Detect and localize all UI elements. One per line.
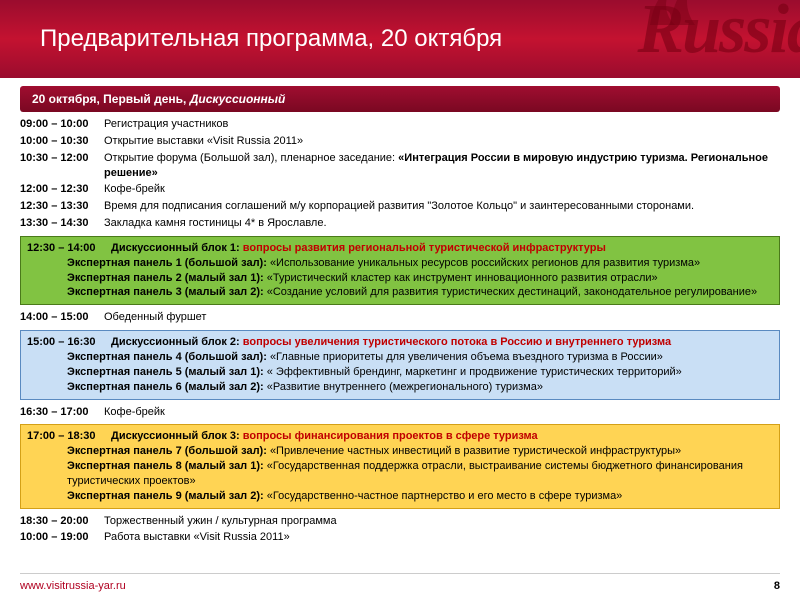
expert-panel: Экспертная панель 9 (малый зал 2): «Госу… <box>27 489 773 504</box>
expert-panel: Экспертная панель 6 (малый зал 2): «Разв… <box>27 380 773 395</box>
schedule-desc: Время для подписания соглашений м/у корп… <box>104 199 780 214</box>
flame-icon <box>640 0 700 25</box>
schedule-desc: Кофе-брейк <box>104 182 780 197</box>
schedule-content: 09:00 – 10:00Регистрация участников10:00… <box>0 116 800 546</box>
day-header-bar: 20 октября, Первый день, Дискуссионный <box>20 86 780 112</box>
page-number: 8 <box>774 580 780 592</box>
schedule-desc: Кофе-брейк <box>104 405 780 420</box>
block-title: Дискуссионный блок 3: <box>111 430 243 442</box>
schedule-row: 13:30 – 14:30Закладка камня гостиницы 4*… <box>20 215 780 232</box>
schedule-row: 14:00 – 15:00Обеденный фуршет <box>20 309 780 326</box>
slide-header: Russia Предварительная программа, 20 окт… <box>0 0 800 78</box>
schedule-time: 09:00 – 10:00 <box>20 117 104 132</box>
block-title: Дискуссионный блок 2: <box>111 336 243 348</box>
discussion-block-1: 12:30 – 14:00Дискуссионный блок 1: вопро… <box>20 236 780 305</box>
schedule-time: 10:00 – 10:30 <box>20 134 104 149</box>
schedule-time: 13:30 – 14:30 <box>20 216 104 231</box>
schedule-desc: Работа выставки «Visit Russia 2011» <box>104 530 780 545</box>
schedule-desc: Открытие форума (Большой зал), пленарное… <box>104 151 780 181</box>
schedule-time: 14:00 – 15:00 <box>20 310 104 325</box>
block-topic: вопросы увеличения туристического потока… <box>243 336 671 348</box>
schedule-desc: Обеденный фуршет <box>104 310 780 325</box>
schedule-time: 10:30 – 12:00 <box>20 151 104 181</box>
block-time: 17:00 – 18:30 <box>27 429 111 444</box>
expert-panel: Экспертная панель 4 (большой зал): «Глав… <box>27 350 773 365</box>
expert-panel: Экспертная панель 2 (малый зал 1): «Тури… <box>27 271 773 286</box>
expert-panel: Экспертная панель 3 (малый зал 2): «Созд… <box>27 285 773 300</box>
block-topic: вопросы развития региональной туристичес… <box>243 242 606 254</box>
expert-panel: Экспертная панель 5 (малый зал 1): « Эфф… <box>27 365 773 380</box>
schedule-time: 16:30 – 17:00 <box>20 405 104 420</box>
expert-panel: Экспертная панель 1 (большой зал): «Испо… <box>27 256 773 271</box>
schedule-time: 10:00 – 19:00 <box>20 530 104 545</box>
schedule-row: 10:30 – 12:00Открытие форума (Большой за… <box>20 150 780 182</box>
schedule-post: 18:30 – 20:00Торжественный ужин / культу… <box>20 513 780 547</box>
schedule-desc: Закладка камня гостиницы 4* в Ярославле. <box>104 216 780 231</box>
schedule-row: 10:00 – 10:30Открытие выставки «Visit Ru… <box>20 133 780 150</box>
schedule-row: 10:00 – 19:00Работа выставки «Visit Russ… <box>20 529 780 546</box>
schedule-row: 12:00 – 12:30Кофе-брейк <box>20 181 780 198</box>
schedule-row: 12:30 – 13:30Время для подписания соглаш… <box>20 198 780 215</box>
block-topic: вопросы финансирования проектов в сфере … <box>243 430 538 442</box>
expert-panel: Экспертная панель 7 (большой зал): «Прив… <box>27 444 773 459</box>
discussion-block-2: 15:00 – 16:30Дискуссионный блок 2: вопро… <box>20 330 780 399</box>
schedule-desc: Регистрация участников <box>104 117 780 132</box>
schedule-row: 18:30 – 20:00Торжественный ужин / культу… <box>20 513 780 530</box>
footer-divider <box>20 573 780 574</box>
schedule-time: 18:30 – 20:00 <box>20 514 104 529</box>
schedule-row: 09:00 – 10:00Регистрация участников <box>20 116 780 133</box>
footer: www.visitrussia-yar.ru 8 <box>0 580 800 592</box>
block-time: 15:00 – 16:30 <box>27 335 111 350</box>
schedule-desc: Торжественный ужин / культурная программ… <box>104 514 780 529</box>
schedule-mid2: 16:30 – 17:00Кофе-брейк <box>20 404 780 421</box>
day-prefix: 20 октября, Первый день, <box>32 92 190 106</box>
schedule-row: 16:30 – 17:00Кофе-брейк <box>20 404 780 421</box>
schedule-time: 12:30 – 13:30 <box>20 199 104 214</box>
footer-url: www.visitrussia-yar.ru <box>20 580 126 592</box>
block-title: Дискуссионный блок 1: <box>111 242 243 254</box>
day-suffix: Дискуссионный <box>190 92 286 106</box>
page-title: Предварительная программа, 20 октября <box>40 25 502 53</box>
schedule-mid1: 14:00 – 15:00Обеденный фуршет <box>20 309 780 326</box>
schedule-pre: 09:00 – 10:00Регистрация участников10:00… <box>20 116 780 232</box>
expert-panel: Экспертная панель 8 (малый зал 1): «Госу… <box>27 459 773 489</box>
schedule-time: 12:00 – 12:30 <box>20 182 104 197</box>
block-time: 12:30 – 14:00 <box>27 241 111 256</box>
discussion-block-3: 17:00 – 18:30Дискуссионный блок 3: вопро… <box>20 424 780 508</box>
schedule-desc: Открытие выставки «Visit Russia 2011» <box>104 134 780 149</box>
